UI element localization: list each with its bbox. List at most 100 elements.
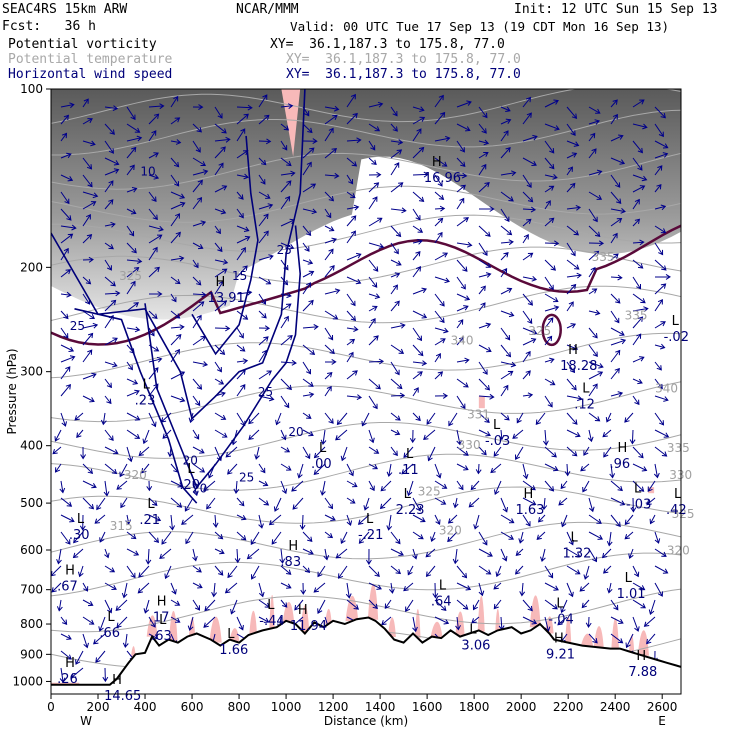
wind-vector (368, 446, 380, 454)
pv-patch (209, 616, 222, 643)
wind-vector (610, 349, 621, 363)
wind-vector (390, 182, 404, 193)
wind-vector (475, 463, 482, 475)
wind-vector (390, 242, 399, 255)
wind-vector (522, 497, 537, 506)
extremum-marker: L (227, 627, 235, 642)
wind-vector (271, 531, 282, 545)
wind-vector (75, 650, 84, 665)
wind-vector (456, 582, 472, 591)
wind-vector (357, 514, 370, 525)
wind-vector (456, 565, 468, 579)
wind-vector (390, 548, 404, 556)
wind-vector (434, 157, 448, 167)
wind-vector (500, 344, 512, 358)
wind-vector (544, 217, 555, 227)
wind-vector (346, 370, 358, 380)
wind-vector (214, 242, 223, 253)
y-tick-label: 500 (20, 496, 43, 510)
wind-vector (368, 101, 384, 108)
wind-vector (632, 616, 640, 632)
wind-vector (412, 387, 419, 397)
wind-speed-contour (191, 135, 259, 356)
wind-vector (236, 173, 249, 180)
wind-vector (628, 548, 634, 559)
wind-vector (500, 384, 509, 397)
wind-vector (368, 140, 376, 151)
wind-vector (632, 123, 648, 130)
wind-vector (519, 582, 526, 597)
wind-vector (654, 123, 664, 138)
wind-vector (368, 429, 375, 444)
wind-vector (169, 514, 176, 531)
wind-vector (346, 276, 362, 285)
wind-vector (214, 300, 227, 312)
x-tick-label: 800 (228, 700, 251, 714)
wind-vector (126, 565, 136, 579)
wind-vector (500, 239, 514, 246)
wind-vector (478, 548, 493, 557)
wind-vector (603, 565, 612, 574)
wind-vector (258, 370, 272, 380)
wind-vector (104, 123, 115, 135)
wind-vector (317, 565, 326, 578)
wind-vector (407, 565, 414, 576)
y-tick-label: 900 (20, 647, 43, 661)
pv-patch (529, 595, 541, 628)
wind-vector (500, 514, 515, 524)
wind-vector (60, 174, 74, 182)
wind-vector (390, 565, 402, 575)
wind-vector (368, 318, 376, 329)
wind-vector (60, 132, 68, 142)
wind-vector (632, 198, 640, 210)
wind-vector (588, 191, 603, 200)
wind-vector (654, 204, 667, 211)
wind-vector (126, 123, 141, 133)
wind-vector (170, 293, 177, 303)
wind-vector (368, 182, 380, 193)
wind-vector (456, 259, 468, 272)
wind-vector (588, 148, 597, 159)
wind-vector (60, 152, 72, 159)
wind-vector (632, 395, 640, 406)
wind-vector (448, 412, 458, 427)
wind-vector (148, 191, 157, 203)
wind-vector (588, 309, 601, 316)
wind-vector (456, 305, 469, 312)
wind-vector (82, 191, 99, 199)
wind-vector (254, 446, 260, 460)
wind-vector (632, 565, 640, 578)
wind-vector (280, 157, 292, 167)
wind-vector (258, 138, 272, 145)
wind-vector (192, 565, 202, 573)
wind-vector (412, 412, 421, 422)
extremum-marker: L (674, 487, 682, 502)
wind-vector (434, 371, 444, 380)
wind-vector (126, 135, 143, 142)
extremum-marker: L (493, 418, 501, 433)
wind-vector (390, 392, 406, 399)
wind-vector (434, 353, 441, 363)
wind-vector (456, 241, 473, 248)
wind-vector (280, 303, 292, 312)
wind-vector (654, 242, 664, 256)
wind-vector (471, 616, 480, 624)
wind-vector (148, 310, 158, 320)
wind-vector (280, 395, 290, 409)
wind-vector (522, 480, 536, 491)
wind-vector (82, 480, 97, 489)
isentrope-label: 331 (467, 408, 490, 422)
wind-vector (149, 291, 163, 297)
wind-vector (280, 446, 291, 453)
wind-vector (82, 372, 97, 380)
wind-vector (192, 582, 203, 589)
extremum-marker: H (157, 595, 167, 610)
wind-vector (456, 480, 464, 491)
wind-vector (654, 321, 666, 329)
wind-vector (324, 208, 332, 219)
wind-vector (447, 514, 458, 524)
wind-vector (456, 429, 463, 446)
extremum-value: -.04 (548, 612, 573, 627)
wind-vector (258, 336, 269, 346)
wind-vector (170, 201, 186, 210)
